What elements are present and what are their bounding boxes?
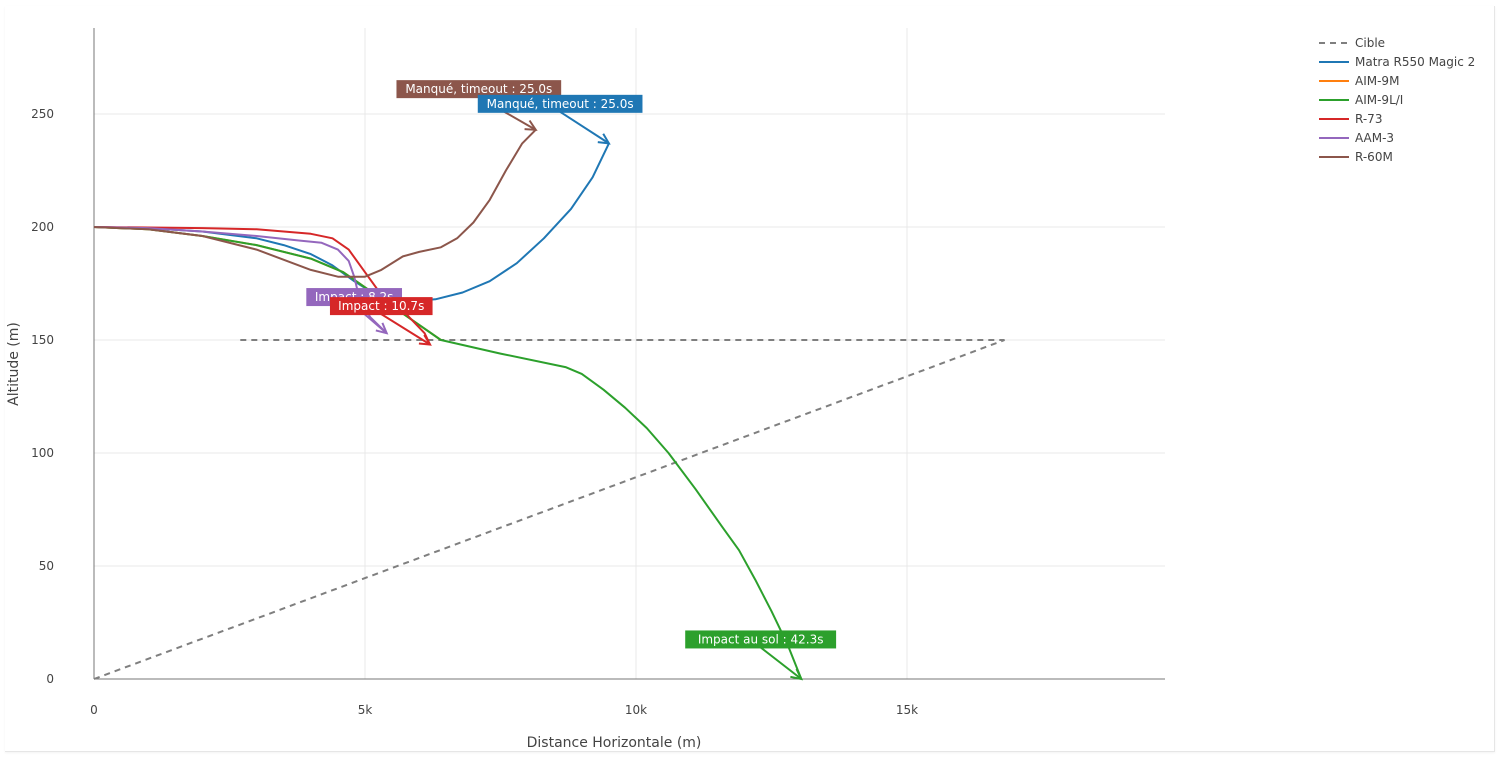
chart-frame: 0 5k 10k 15k 0 50 100 150 200 250 Manqué, timeou…	[5, 6, 1495, 752]
legend-label: R-73	[1355, 112, 1382, 126]
series-aim-9l-i-line	[93, 226, 803, 680]
annotation: Manqué, timeout : 25.0s	[477, 94, 643, 145]
legend-label: R-60M	[1355, 150, 1393, 164]
x-axis-title: Distance Horizontale (m)	[527, 735, 702, 751]
y-tick-label: 50	[39, 559, 54, 573]
annotation-arrow	[559, 110, 610, 145]
annotation-arrow	[380, 313, 431, 346]
annotation-box	[477, 94, 643, 113]
legend-item-r-60m[interactable]: R-60M	[1319, 150, 1393, 164]
annotation-label: Manqué, timeout : 25.0s	[487, 97, 634, 111]
annotation-arrowhead	[524, 119, 538, 131]
annotation-arrowhead	[790, 668, 804, 681]
annotation-arrowhead	[418, 334, 432, 346]
legend-item-aim-9l-i[interactable]: AIM-9L/I	[1319, 93, 1403, 107]
annotation-label: Manqué, timeout : 25.0s	[405, 82, 552, 96]
series-aim-9m-line	[93, 226, 442, 341]
trajectory-chart: 0 5k 10k 15k 0 50 100 150 200 250 Manqué, timeou…	[6, 28, 1475, 751]
legend-item-aim-9m[interactable]: AIM-9M	[1319, 74, 1399, 88]
axes	[93, 28, 1165, 680]
y-tick-label: 100	[31, 446, 54, 460]
annotation-label: Impact au sol : 42.3s	[698, 632, 824, 646]
annotation: Impact : 10.7s	[329, 297, 433, 346]
x-tick-label: 15k	[896, 703, 918, 717]
legend[interactable]: Cible Matra R550 Magic 2 AIM-9M AIM-9L/I R-7…	[1319, 36, 1475, 164]
legend-label: Matra R550 Magic 2	[1355, 55, 1475, 69]
legend-label: AIM-9M	[1355, 74, 1399, 88]
annotation-arrow	[760, 646, 802, 680]
x-tick-label: 5k	[358, 703, 373, 717]
annotation-label: Impact : 10.7s	[338, 299, 424, 313]
legend-label: AAM-3	[1355, 131, 1394, 145]
y-tick-label: 0	[46, 672, 54, 686]
legend-label: AIM-9L/I	[1355, 93, 1403, 107]
x-tick-label: 0	[90, 703, 98, 717]
series-r-60m-line	[93, 129, 537, 278]
legend-item-r-73[interactable]: R-73	[1319, 112, 1382, 126]
x-ticks: 0 5k 10k 15k	[90, 703, 918, 717]
annotation-arrowhead	[375, 322, 389, 335]
annotation-box	[329, 297, 433, 316]
x-tick-label: 10k	[625, 703, 647, 717]
annotation-box	[396, 80, 562, 99]
y-ticks: 0 50 100 150 200 250	[31, 107, 54, 686]
legend-item-matra-r550-magic-2[interactable]: Matra R550 Magic 2	[1319, 55, 1475, 69]
annotation: Manqué, timeout : 25.0s	[396, 80, 562, 131]
annotation: Impact au sol : 42.3s	[685, 630, 837, 681]
series-lines	[93, 129, 1005, 680]
annotation-box	[685, 630, 837, 649]
y-tick-label: 150	[31, 333, 54, 347]
grid	[94, 28, 1165, 679]
y-tick-label: 250	[31, 107, 54, 121]
y-axis-title: Altitude (m)	[6, 322, 22, 406]
legend-label: Cible	[1355, 36, 1385, 50]
annotation-arrowhead	[597, 133, 611, 145]
y-tick-label: 200	[31, 220, 54, 234]
legend-item-aam-3[interactable]: AAM-3	[1319, 131, 1394, 145]
series-cible-line	[93, 339, 1005, 680]
legend-item-cible[interactable]: Cible	[1319, 36, 1385, 50]
